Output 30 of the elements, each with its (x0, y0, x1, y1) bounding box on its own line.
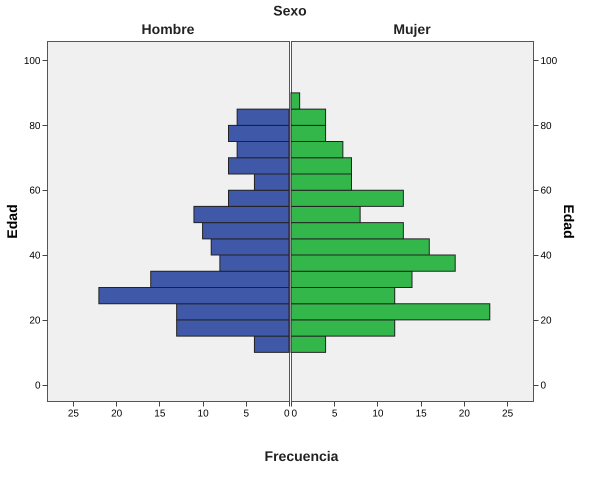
chart-title: Hombre (142, 21, 195, 37)
y-tick-label: 20 (29, 315, 41, 326)
y-tick-label: 0 (540, 380, 546, 392)
y-tick-label: 60 (540, 186, 552, 197)
x-tick-label: 0 (284, 408, 290, 420)
y-tick-label: 40 (29, 250, 41, 262)
y-tick-label: 0 (34, 380, 41, 392)
y-tick-label: 80 (29, 120, 41, 132)
x-tick-label: 5 (332, 408, 338, 420)
x-tick-label: 15 (154, 408, 166, 420)
text: Sexo (273, 2, 307, 18)
y-tick-label: 40 (540, 250, 552, 262)
x-axis-title: Frecuencia (264, 448, 340, 464)
y-tick-label: 100 (540, 56, 558, 67)
x-tick-label: 25 (502, 408, 514, 420)
y-tick-label: 80 (540, 120, 552, 132)
x-tick-label: 5 (244, 408, 250, 420)
x-tick-label: 0 (292, 408, 298, 420)
y-axis-title: Edad (561, 204, 578, 239)
x-tick-label: 15 (416, 408, 428, 420)
x-tick-label: 20 (111, 408, 123, 420)
y-axis-title: Edad (4, 204, 20, 239)
y-tick-label: 60 (29, 186, 41, 197)
x-tick-label: 20 (458, 408, 470, 420)
x-tick-label: 10 (198, 408, 210, 420)
y-tick-label: 100 (24, 56, 41, 67)
y-tick-label: 20 (540, 315, 552, 326)
chart-title: Mujer (393, 21, 432, 37)
x-tick-label: 25 (68, 408, 80, 420)
x-tick-label: 10 (372, 408, 384, 420)
